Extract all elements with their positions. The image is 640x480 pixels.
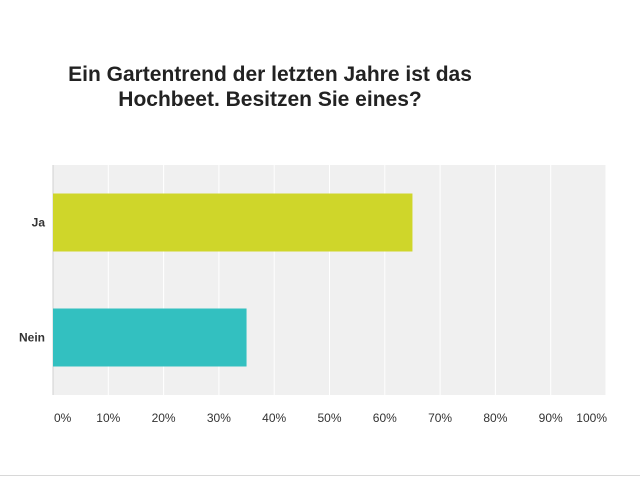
x-tick-label: 30% bbox=[207, 411, 231, 425]
x-tick-label: 50% bbox=[317, 411, 341, 425]
x-tick-label: 90% bbox=[539, 411, 563, 425]
x-tick-label: 100% bbox=[576, 411, 607, 425]
chart-title: Ein Gartentrend der letzten Jahre ist da… bbox=[0, 62, 540, 112]
chart-title-line-2: Hochbeet. Besitzen Sie eines? bbox=[118, 88, 422, 111]
x-tick-label: 10% bbox=[96, 411, 120, 425]
bar-nein[interactable] bbox=[53, 308, 247, 367]
x-tick-label: 40% bbox=[262, 411, 286, 425]
x-tick-label: 0% bbox=[54, 411, 72, 425]
bar-ja[interactable] bbox=[53, 193, 413, 252]
x-tick-label: 20% bbox=[152, 411, 176, 425]
x-tick-label: 60% bbox=[373, 411, 397, 425]
category-label: Ja bbox=[32, 216, 46, 230]
bottom-divider bbox=[0, 475, 640, 476]
category-label: Nein bbox=[19, 331, 45, 345]
chart-title-line-1: Ein Gartentrend der letzten Jahre ist da… bbox=[68, 63, 472, 86]
x-tick-label: 70% bbox=[428, 411, 452, 425]
x-tick-label: 80% bbox=[483, 411, 507, 425]
